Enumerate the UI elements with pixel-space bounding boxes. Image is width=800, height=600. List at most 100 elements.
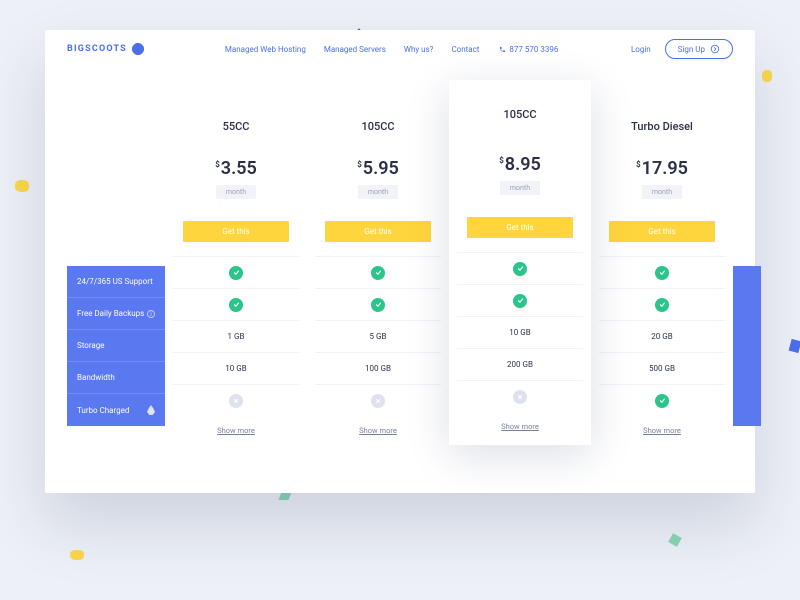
get-this-button[interactable]: Get this [325, 221, 431, 242]
nav-link-servers[interactable]: Managed Servers [324, 45, 386, 54]
plan-column: Turbo Diesel $17.95 month Get this 20 GB500 … [591, 98, 733, 463]
feature-cell [599, 256, 725, 288]
check-icon [655, 266, 669, 280]
feature-cell: 5 GB [315, 320, 441, 352]
check-icon [371, 298, 385, 312]
price-value: 17.95 [642, 158, 688, 179]
show-more-link[interactable]: Show more [599, 426, 725, 435]
plan-name: 105CC [315, 120, 441, 134]
logo-icon [129, 40, 147, 58]
plan-name: Turbo Diesel [599, 120, 725, 134]
plan-column: 105CC $5.95 month Get this 5 GB100 GB Show mo… [307, 98, 449, 463]
check-icon [655, 298, 669, 312]
decor-shape [789, 339, 800, 353]
feature-cell: 500 GB [599, 352, 725, 384]
logo-text: BIGSCOOTS [67, 44, 127, 54]
cross-icon [229, 394, 243, 408]
feature-label-row: Turbo Charged [67, 394, 165, 426]
feature-label: Bandwidth [77, 373, 115, 382]
get-this-button[interactable]: Get this [467, 217, 573, 238]
cross-icon [513, 390, 527, 404]
price-value: 3.55 [221, 158, 257, 179]
decor-shape [762, 70, 772, 82]
check-icon [655, 394, 669, 408]
plans-row: 55CC$3.55monthGet this1 GB10 GBShow more… [165, 98, 733, 463]
period-label: month [500, 181, 540, 195]
nav-link-why[interactable]: Why us? [404, 45, 434, 54]
feature-cell [315, 384, 441, 416]
feature-label-row: 24/7/365 US Support [67, 266, 165, 298]
nav-link-contact[interactable]: Contact [451, 45, 479, 54]
feature-cell: 100 GB [315, 352, 441, 384]
flame-icon [147, 405, 155, 415]
signup-label: Sign Up [678, 45, 705, 54]
get-this-button[interactable]: Get this [609, 221, 715, 242]
phone-number: 877 570 3396 [509, 45, 558, 54]
feature-label-row: Free Daily Backupsi [67, 298, 165, 330]
plan-price: $17.95 [599, 158, 725, 179]
decor-shape [70, 550, 84, 560]
check-icon [513, 262, 527, 276]
decor-shape [15, 180, 29, 192]
get-this-button[interactable]: Get this [183, 221, 289, 242]
period-label: month [358, 185, 398, 199]
currency-symbol: $ [215, 160, 220, 169]
feature-cell: 20 GB [599, 320, 725, 352]
feature-cell [457, 380, 583, 412]
price-value: 5.95 [363, 158, 399, 179]
feature-cell: 10 GB [173, 352, 299, 384]
feature-label: Storage [77, 341, 105, 350]
feature-label: 24/7/365 US Support [77, 277, 153, 286]
check-icon [229, 266, 243, 280]
show-more-link[interactable]: Show more [315, 426, 441, 435]
feature-cell [599, 384, 725, 416]
feature-label-row: Bandwidth [67, 362, 165, 394]
pricing-content: 24/7/365 US Support Free Daily Backupsi St… [45, 68, 755, 493]
feature-cell [599, 288, 725, 320]
plan-column: 105CC $8.95 month Get this 10 GB200 GB Show m… [449, 80, 591, 445]
feature-cell: 1 GB [173, 320, 299, 352]
plan-price: $3.55 [173, 158, 299, 179]
check-icon [371, 266, 385, 280]
period-label: month [642, 185, 682, 199]
phone-icon [499, 46, 506, 53]
logo[interactable]: BIGSCOOTS [67, 42, 145, 56]
nav-right: Login Sign Up [631, 39, 733, 59]
feature-cell [173, 288, 299, 320]
currency-symbol: $ [357, 160, 362, 169]
currency-symbol: $ [499, 156, 504, 165]
feature-cell [315, 288, 441, 320]
show-more-link[interactable]: Show more [173, 426, 299, 435]
period-label: month [216, 185, 256, 199]
decor-shape [279, 492, 292, 500]
show-more-link[interactable]: Show more [457, 422, 583, 431]
cross-icon [371, 394, 385, 408]
plan-column: 55CC$3.55monthGet this1 GB10 GBShow more [165, 98, 307, 463]
page-card: BIGSCOOTS Managed Web Hosting Managed Se… [45, 30, 755, 493]
currency-symbol: $ [636, 160, 641, 169]
feature-cell [315, 256, 441, 288]
feature-cell [457, 252, 583, 284]
nav-link-hosting[interactable]: Managed Web Hosting [225, 45, 306, 54]
feature-label-row: Storage [67, 330, 165, 362]
phone-link[interactable]: 877 570 3396 [499, 45, 558, 54]
feature-cell [173, 384, 299, 416]
feature-cell [457, 284, 583, 316]
signup-arrow-icon [710, 44, 720, 54]
navbar: BIGSCOOTS Managed Web Hosting Managed Se… [45, 30, 755, 68]
price-value: 8.95 [505, 154, 541, 175]
plan-price: $5.95 [315, 158, 441, 179]
plan-name: 105CC [457, 108, 583, 122]
nav-links: Managed Web Hosting Managed Servers Why … [225, 45, 479, 54]
check-icon [513, 294, 527, 308]
decor-shape [668, 533, 682, 547]
feature-label: Turbo Charged [77, 406, 129, 415]
feature-sidebar: 24/7/365 US Support Free Daily Backupsi St… [67, 266, 165, 426]
plan-price: $8.95 [457, 154, 583, 175]
feature-cell: 10 GB [457, 316, 583, 348]
login-link[interactable]: Login [631, 45, 651, 54]
info-icon[interactable]: i [147, 310, 155, 318]
signup-button[interactable]: Sign Up [665, 39, 733, 59]
feature-cell: 200 GB [457, 348, 583, 380]
check-icon [229, 298, 243, 312]
